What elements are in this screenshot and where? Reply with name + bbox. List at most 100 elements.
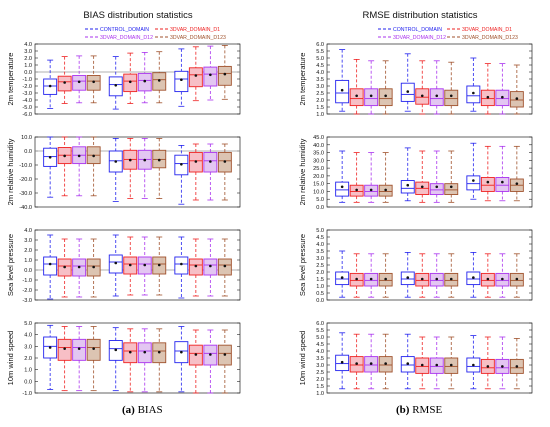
- box-iqr: [480, 176, 495, 192]
- y-tick-label: 5.0: [316, 228, 324, 234]
- y-tick-label: 2.0: [24, 248, 32, 254]
- mean-marker: [209, 160, 212, 163]
- box-0-2: [72, 55, 87, 104]
- box-0-2: [364, 60, 379, 115]
- y-tick-label: 3.0: [316, 256, 324, 262]
- box-1-2: [429, 150, 444, 203]
- box-0-0: [43, 136, 58, 198]
- y-tick-label: -10.0: [19, 163, 32, 169]
- y-tick-label: 2.5: [316, 263, 324, 269]
- mean-marker: [128, 263, 132, 267]
- legend-entry: 3DVAR_DOMAIN_D12: [100, 35, 153, 41]
- box-0-1: [57, 56, 72, 104]
- y-tick-label: 25.0: [313, 166, 324, 172]
- mean-marker: [114, 348, 118, 352]
- box-1-0: [400, 251, 415, 298]
- box-1-3: [152, 328, 167, 393]
- box-2-2: [495, 336, 510, 390]
- mean-marker: [384, 188, 387, 192]
- box-iqr: [335, 79, 350, 104]
- y-tick-label: 20.0: [313, 174, 324, 180]
- mean-marker: [180, 262, 183, 266]
- mean-marker: [435, 185, 439, 189]
- mean-marker: [435, 277, 439, 281]
- box-iqr: [335, 181, 350, 197]
- mean-marker: [223, 353, 227, 356]
- box-1-3: [152, 51, 167, 104]
- box-0-1: [57, 136, 72, 197]
- mean-marker: [209, 264, 212, 268]
- box-2-1: [188, 46, 203, 102]
- box-1-1: [123, 236, 138, 296]
- box-1-3: [152, 137, 167, 200]
- box-0-2: [364, 152, 379, 203]
- box-0-2: [72, 238, 87, 298]
- box-1-2: [429, 336, 444, 390]
- mean-marker: [472, 91, 475, 95]
- panel-title: RMSE distribution statistics: [362, 10, 477, 21]
- mean-marker: [63, 265, 66, 269]
- y-tick-label: 4.5: [316, 63, 324, 69]
- mean-marker: [48, 262, 52, 266]
- mean-marker: [209, 73, 212, 77]
- box-0-3: [378, 253, 393, 298]
- mean-marker: [486, 180, 490, 184]
- mean-marker: [435, 94, 439, 98]
- y-tick-label: 2.0: [316, 270, 324, 276]
- box-1-2: [429, 253, 444, 298]
- mean-marker: [77, 347, 81, 350]
- mean-marker: [340, 185, 344, 189]
- mean-marker: [406, 362, 410, 365]
- mean-marker: [128, 80, 132, 84]
- mean-marker: [223, 264, 227, 268]
- y-tick-label: -20.0: [19, 177, 32, 183]
- box-iqr: [43, 256, 58, 276]
- y-tick-label: 0.0: [24, 268, 32, 274]
- y-tick-label: 2.0: [24, 56, 32, 62]
- subplot-3: 1.01.52.02.53.03.54.04.55.05.56.0 10m win…: [298, 321, 533, 397]
- box-0-1: [349, 152, 364, 203]
- mean-marker: [515, 365, 519, 368]
- box-0-0: [43, 234, 58, 300]
- y-tick-label: 45.0: [313, 135, 324, 141]
- y-tick-label: 0.5: [316, 291, 324, 297]
- mean-marker: [48, 346, 52, 349]
- mean-marker: [515, 182, 519, 185]
- mean-marker: [92, 347, 95, 350]
- y-tick-label: -1.0: [22, 77, 32, 83]
- legend-entry: 3DVAR_DOMAIN_D1: [170, 27, 220, 33]
- y-axis-label: 2m relative humidity: [6, 138, 15, 205]
- box-0-3: [378, 152, 393, 203]
- plot-frame: [326, 229, 533, 301]
- mean-marker: [472, 179, 475, 182]
- mean-marker: [114, 84, 118, 87]
- y-tick-label: 2.5: [316, 370, 324, 376]
- box-2-2: [203, 329, 218, 394]
- box-0-3: [86, 136, 101, 197]
- box-2-2: [203, 45, 218, 101]
- box-1-0: [400, 53, 415, 112]
- mean-marker: [128, 158, 132, 162]
- box-0-2: [364, 253, 379, 298]
- y-tick-label: 0.0: [316, 298, 324, 304]
- box-iqr: [378, 88, 393, 107]
- y-tick-label: 5.0: [316, 197, 324, 203]
- box-iqr: [466, 175, 481, 191]
- mean-marker: [157, 158, 161, 162]
- mean-marker: [515, 277, 519, 281]
- box-iqr: [364, 88, 379, 107]
- mean-marker: [406, 276, 410, 279]
- y-tick-label: 4.0: [316, 70, 324, 76]
- panel-b: RMSE distribution statistics CONTROL_DOMA…: [298, 10, 533, 397]
- mean-marker: [157, 350, 161, 354]
- y-tick-label: -3.0: [22, 91, 32, 97]
- box-1-2: [137, 137, 152, 200]
- box-0-2: [72, 136, 87, 197]
- y-tick-label: 3.5: [316, 356, 324, 362]
- box-2-0: [466, 57, 481, 112]
- box-iqr: [429, 88, 444, 107]
- box-1-3: [444, 336, 459, 390]
- box-iqr: [349, 88, 364, 107]
- y-axis-label: 2m temperature: [6, 53, 15, 106]
